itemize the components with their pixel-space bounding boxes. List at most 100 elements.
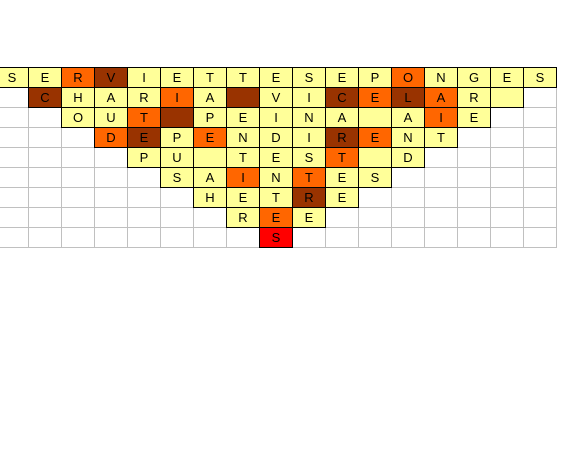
empty-cell bbox=[0, 87, 29, 108]
letter-cell: I bbox=[424, 107, 458, 128]
letter-cell: N bbox=[259, 167, 293, 188]
letter-cell: I bbox=[292, 87, 326, 108]
letter-cell: H bbox=[61, 87, 95, 108]
empty-cell bbox=[457, 187, 491, 208]
letter-cell: R bbox=[325, 127, 359, 148]
letter-cell: C bbox=[28, 87, 62, 108]
letter-cell: E bbox=[226, 187, 260, 208]
letter-cell: R bbox=[292, 187, 326, 208]
letter-cell: A bbox=[424, 87, 458, 108]
letter-cell: R bbox=[457, 87, 491, 108]
empty-cell bbox=[391, 187, 425, 208]
empty-cell bbox=[94, 207, 128, 228]
letter-cell: D bbox=[259, 127, 293, 148]
empty-cell bbox=[424, 227, 458, 248]
letter-cell: H bbox=[193, 187, 227, 208]
empty-cell bbox=[0, 107, 29, 128]
empty-cell bbox=[490, 127, 524, 148]
empty-cell bbox=[523, 107, 557, 128]
empty-cell bbox=[28, 127, 62, 148]
empty-cell bbox=[61, 147, 95, 168]
letter-cell: E bbox=[127, 127, 161, 148]
empty-cell bbox=[523, 87, 557, 108]
empty-cell bbox=[391, 207, 425, 228]
empty-cell bbox=[127, 207, 161, 228]
empty-cell bbox=[358, 187, 392, 208]
letter-cell: T bbox=[325, 147, 359, 168]
letter-cell: E bbox=[325, 167, 359, 188]
letter-cell: E bbox=[292, 207, 326, 228]
letter-cell: T bbox=[226, 67, 260, 88]
empty-cell bbox=[490, 107, 524, 128]
letter-cell: R bbox=[127, 87, 161, 108]
letter-cell: P bbox=[160, 127, 194, 148]
empty-cell bbox=[0, 167, 29, 188]
empty-cell bbox=[292, 227, 326, 248]
empty-cell bbox=[523, 147, 557, 168]
letter-cell bbox=[193, 147, 227, 168]
letter-cell: E bbox=[358, 87, 392, 108]
letter-cell: I bbox=[226, 167, 260, 188]
empty-cell bbox=[61, 187, 95, 208]
empty-cell bbox=[127, 187, 161, 208]
empty-cell bbox=[391, 227, 425, 248]
letter-cell: S bbox=[523, 67, 557, 88]
empty-cell bbox=[226, 227, 260, 248]
letter-cell: V bbox=[94, 67, 128, 88]
letter-cell: T bbox=[226, 147, 260, 168]
empty-cell bbox=[127, 227, 161, 248]
letter-cell: E bbox=[226, 107, 260, 128]
letter-cell: R bbox=[61, 67, 95, 88]
empty-cell bbox=[61, 227, 95, 248]
letter-cell: E bbox=[259, 67, 293, 88]
empty-cell bbox=[457, 207, 491, 228]
letter-cell: U bbox=[94, 107, 128, 128]
letter-cell: E bbox=[160, 67, 194, 88]
letter-cell bbox=[490, 87, 524, 108]
empty-cell bbox=[193, 227, 227, 248]
letter-cell: E bbox=[325, 187, 359, 208]
letter-cell: C bbox=[325, 87, 359, 108]
letter-cell: E bbox=[358, 127, 392, 148]
letter-cell: P bbox=[358, 67, 392, 88]
letter-cell: N bbox=[424, 67, 458, 88]
letter-cell: L bbox=[391, 87, 425, 108]
empty-cell bbox=[28, 207, 62, 228]
empty-cell bbox=[28, 167, 62, 188]
letter-cell: U bbox=[160, 147, 194, 168]
letter-cell: E bbox=[490, 67, 524, 88]
empty-cell bbox=[523, 207, 557, 228]
letter-cell bbox=[358, 107, 392, 128]
empty-cell bbox=[61, 127, 95, 148]
empty-cell bbox=[61, 167, 95, 188]
empty-cell bbox=[61, 207, 95, 228]
empty-cell bbox=[523, 167, 557, 188]
letter-cell: A bbox=[193, 167, 227, 188]
letter-cell: S bbox=[292, 147, 326, 168]
empty-cell bbox=[28, 147, 62, 168]
empty-cell bbox=[457, 127, 491, 148]
empty-cell bbox=[490, 187, 524, 208]
letter-cell: I bbox=[160, 87, 194, 108]
letter-cell: P bbox=[127, 147, 161, 168]
empty-cell bbox=[457, 227, 491, 248]
letter-cell: R bbox=[226, 207, 260, 228]
empty-cell bbox=[358, 207, 392, 228]
empty-cell bbox=[94, 187, 128, 208]
letter-cell: T bbox=[127, 107, 161, 128]
empty-cell bbox=[0, 227, 29, 248]
letter-cell: E bbox=[259, 147, 293, 168]
empty-cell bbox=[424, 207, 458, 228]
empty-cell bbox=[160, 207, 194, 228]
letter-cell: P bbox=[193, 107, 227, 128]
letter-cell: N bbox=[391, 127, 425, 148]
letter-cell: D bbox=[94, 127, 128, 148]
empty-cell bbox=[0, 207, 29, 228]
empty-cell bbox=[94, 147, 128, 168]
empty-cell bbox=[0, 127, 29, 148]
letter-cell: T bbox=[259, 187, 293, 208]
empty-cell bbox=[490, 227, 524, 248]
empty-cell bbox=[391, 167, 425, 188]
letter-cell: T bbox=[424, 127, 458, 148]
letter-cell: S bbox=[259, 227, 293, 248]
